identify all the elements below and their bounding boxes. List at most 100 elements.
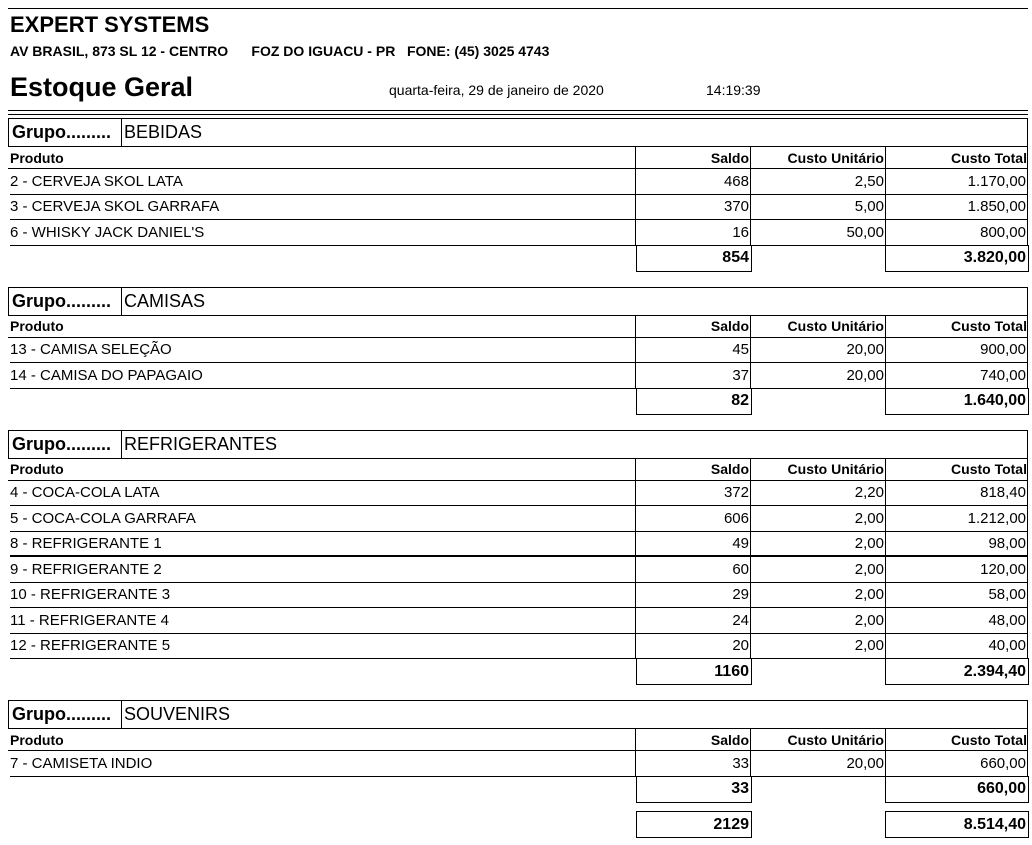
column-header-produto: Produto	[10, 147, 636, 168]
table-row: 12 - REFRIGERANTE 5 20 2,00 40,00	[10, 633, 1028, 659]
column-header-total: Custo Total	[951, 461, 1027, 477]
table-row: 10 - REFRIGERANTE 3 29 2,00 58,00	[10, 582, 1028, 608]
table-row: 9 - REFRIGERANTE 2 60 2,00 120,00	[10, 557, 1028, 583]
column-header-row: Produto Saldo Custo Unitário Custo Total	[8, 729, 1028, 751]
table-row: 3 - CERVEJA SKOL GARRAFA 370 5,00 1.850,00	[10, 194, 1028, 220]
column-header-unit: Custo Unitário	[751, 729, 886, 750]
cell-produto: 14 - CAMISA DO PAPAGAIO	[10, 363, 636, 388]
cell-produto: 4 - COCA-COLA LATA	[10, 480, 636, 505]
column-header-saldo: Saldo	[636, 458, 751, 480]
group-label: Grupo.........	[9, 701, 122, 728]
cell-total: 1.170,00	[886, 169, 1028, 194]
cell-saldo: 60	[636, 557, 751, 582]
cell-total: 48,00	[886, 608, 1028, 633]
cell-saldo: 20	[636, 633, 751, 658]
cell-produto: 13 - CAMISA SELEÇÃO	[10, 337, 636, 362]
cell-total: 740,00	[886, 363, 1028, 388]
group-header: Grupo......... SOUVENIRS	[8, 700, 1028, 729]
cell-total: 40,00	[886, 633, 1028, 658]
cell-produto: 9 - REFRIGERANTE 2	[10, 557, 636, 582]
group-name: BEBIDAS	[124, 122, 203, 142]
column-header-row: Produto Saldo Custo Unitário Custo Total	[8, 458, 1028, 481]
column-header-unit: Custo Unitário	[751, 458, 886, 480]
cell-produto: 12 - REFRIGERANTE 5	[10, 633, 636, 658]
group-total-cost: 660,00	[885, 775, 1029, 803]
group-total-saldo: 1160	[636, 658, 752, 685]
cell-total: 58,00	[886, 582, 1028, 607]
column-header-produto: Produto	[10, 315, 636, 337]
group-total-saldo: 82	[636, 387, 752, 415]
cell-unit: 20,00	[751, 337, 886, 362]
group-header: Grupo......... BEBIDAS	[8, 118, 1028, 147]
cell-saldo: 370	[636, 194, 751, 219]
column-header-saldo: Saldo	[636, 147, 751, 168]
cell-total: 800,00	[886, 220, 1028, 245]
column-header-produto: Produto	[10, 729, 636, 750]
table-row: 7 - CAMISETA INDIO 33 20,00 660,00	[10, 751, 1028, 777]
group-label: Grupo.........	[9, 430, 122, 458]
group-label: Grupo.........	[9, 287, 122, 315]
cell-unit: 2,00	[751, 633, 886, 658]
report-time: 14:19:39	[706, 82, 761, 98]
cell-saldo: 37	[636, 363, 751, 388]
group-section: Grupo......... REFRIGERANTES Produto Saldo C…	[0, 429, 1032, 687]
table-row: 13 - CAMISA SELEÇÃO 45 20,00 900,00	[10, 337, 1028, 363]
group-header: Grupo......... REFRIGERANTES	[8, 429, 1028, 459]
cell-total: 900,00	[886, 337, 1028, 362]
cell-saldo: 24	[636, 608, 751, 633]
company-address: AV BRASIL, 873 SL 12 - CENTRO FOZ DO IGU…	[10, 43, 550, 59]
column-header-saldo: Saldo	[636, 729, 751, 750]
group-total-cost: 2.394,40	[885, 658, 1029, 685]
column-header-total: Custo Total	[951, 149, 1027, 166]
table-row: 2 - CERVEJA SKOL LATA 468 2,50 1.170,00	[10, 169, 1028, 195]
divider	[8, 114, 1028, 115]
cell-unit: 2,00	[751, 531, 886, 555]
cell-produto: 6 - WHISKY JACK DANIEL'S	[10, 220, 636, 245]
cell-produto: 3 - CERVEJA SKOL GARRAFA	[10, 194, 636, 219]
cell-total: 660,00	[886, 751, 1028, 776]
cell-unit: 20,00	[751, 751, 886, 776]
report-title: Estoque Geral	[10, 72, 194, 102]
group-total-saldo: 854	[636, 244, 752, 272]
group-total-cost: 3.820,00	[885, 244, 1029, 272]
cell-saldo: 16	[636, 220, 751, 245]
column-header-row: Produto Saldo Custo Unitário Custo Total	[8, 315, 1028, 338]
cell-saldo: 49	[636, 531, 751, 555]
group-section: Grupo......... CAMISAS Produto Saldo Custo U…	[0, 286, 1032, 416]
cell-saldo: 29	[636, 582, 751, 607]
cell-produto: 10 - REFRIGERANTE 3	[10, 582, 636, 607]
cell-unit: 2,00	[751, 608, 886, 633]
divider	[8, 8, 1028, 9]
company-name: EXPERT SYSTEMS	[10, 12, 210, 37]
group-total-cost: 1.640,00	[885, 387, 1029, 415]
cell-unit: 2,20	[751, 480, 886, 505]
group-header: Grupo......... CAMISAS	[8, 286, 1028, 316]
column-header-unit: Custo Unitário	[751, 147, 886, 168]
column-header-produto: Produto	[10, 458, 636, 480]
cell-unit: 50,00	[751, 220, 886, 245]
table-row: 4 - COCA-COLA LATA 372 2,20 818,40	[10, 480, 1028, 506]
cell-total: 120,00	[886, 557, 1028, 582]
cell-unit: 2,00	[751, 582, 886, 607]
group-total-saldo: 33	[636, 775, 752, 803]
cell-unit: 5,00	[751, 194, 886, 219]
group-total-row: 854 3.820,00	[0, 244, 1032, 273]
groups-container: Grupo......... BEBIDAS Produto Saldo Custo U…	[0, 118, 1032, 818]
cell-total: 818,40	[886, 480, 1028, 505]
table-row: 14 - CAMISA DO PAPAGAIO 37 20,00 740,00	[10, 363, 1028, 389]
grand-total-row: 2129 8.514,40	[0, 811, 1032, 840]
cell-unit: 2,00	[751, 506, 886, 531]
column-header-unit: Custo Unitário	[751, 315, 886, 337]
cell-unit: 20,00	[751, 363, 886, 388]
column-header-total: Custo Total	[951, 731, 1027, 748]
group-total-row: 82 1.640,00	[0, 387, 1032, 416]
cell-unit: 2,50	[751, 169, 886, 194]
table-row: 8 - REFRIGERANTE 1 49 2,00 98,00	[10, 531, 1028, 557]
column-header-total: Custo Total	[951, 318, 1027, 334]
group-name: REFRIGERANTES	[124, 433, 278, 454]
cell-produto: 8 - REFRIGERANTE 1	[10, 531, 636, 555]
group-section: Grupo......... BEBIDAS Produto Saldo Custo U…	[0, 118, 1032, 273]
group-section: Grupo......... SOUVENIRS Produto Saldo Custo…	[0, 700, 1032, 804]
grand-total-saldo: 2129	[636, 811, 752, 838]
